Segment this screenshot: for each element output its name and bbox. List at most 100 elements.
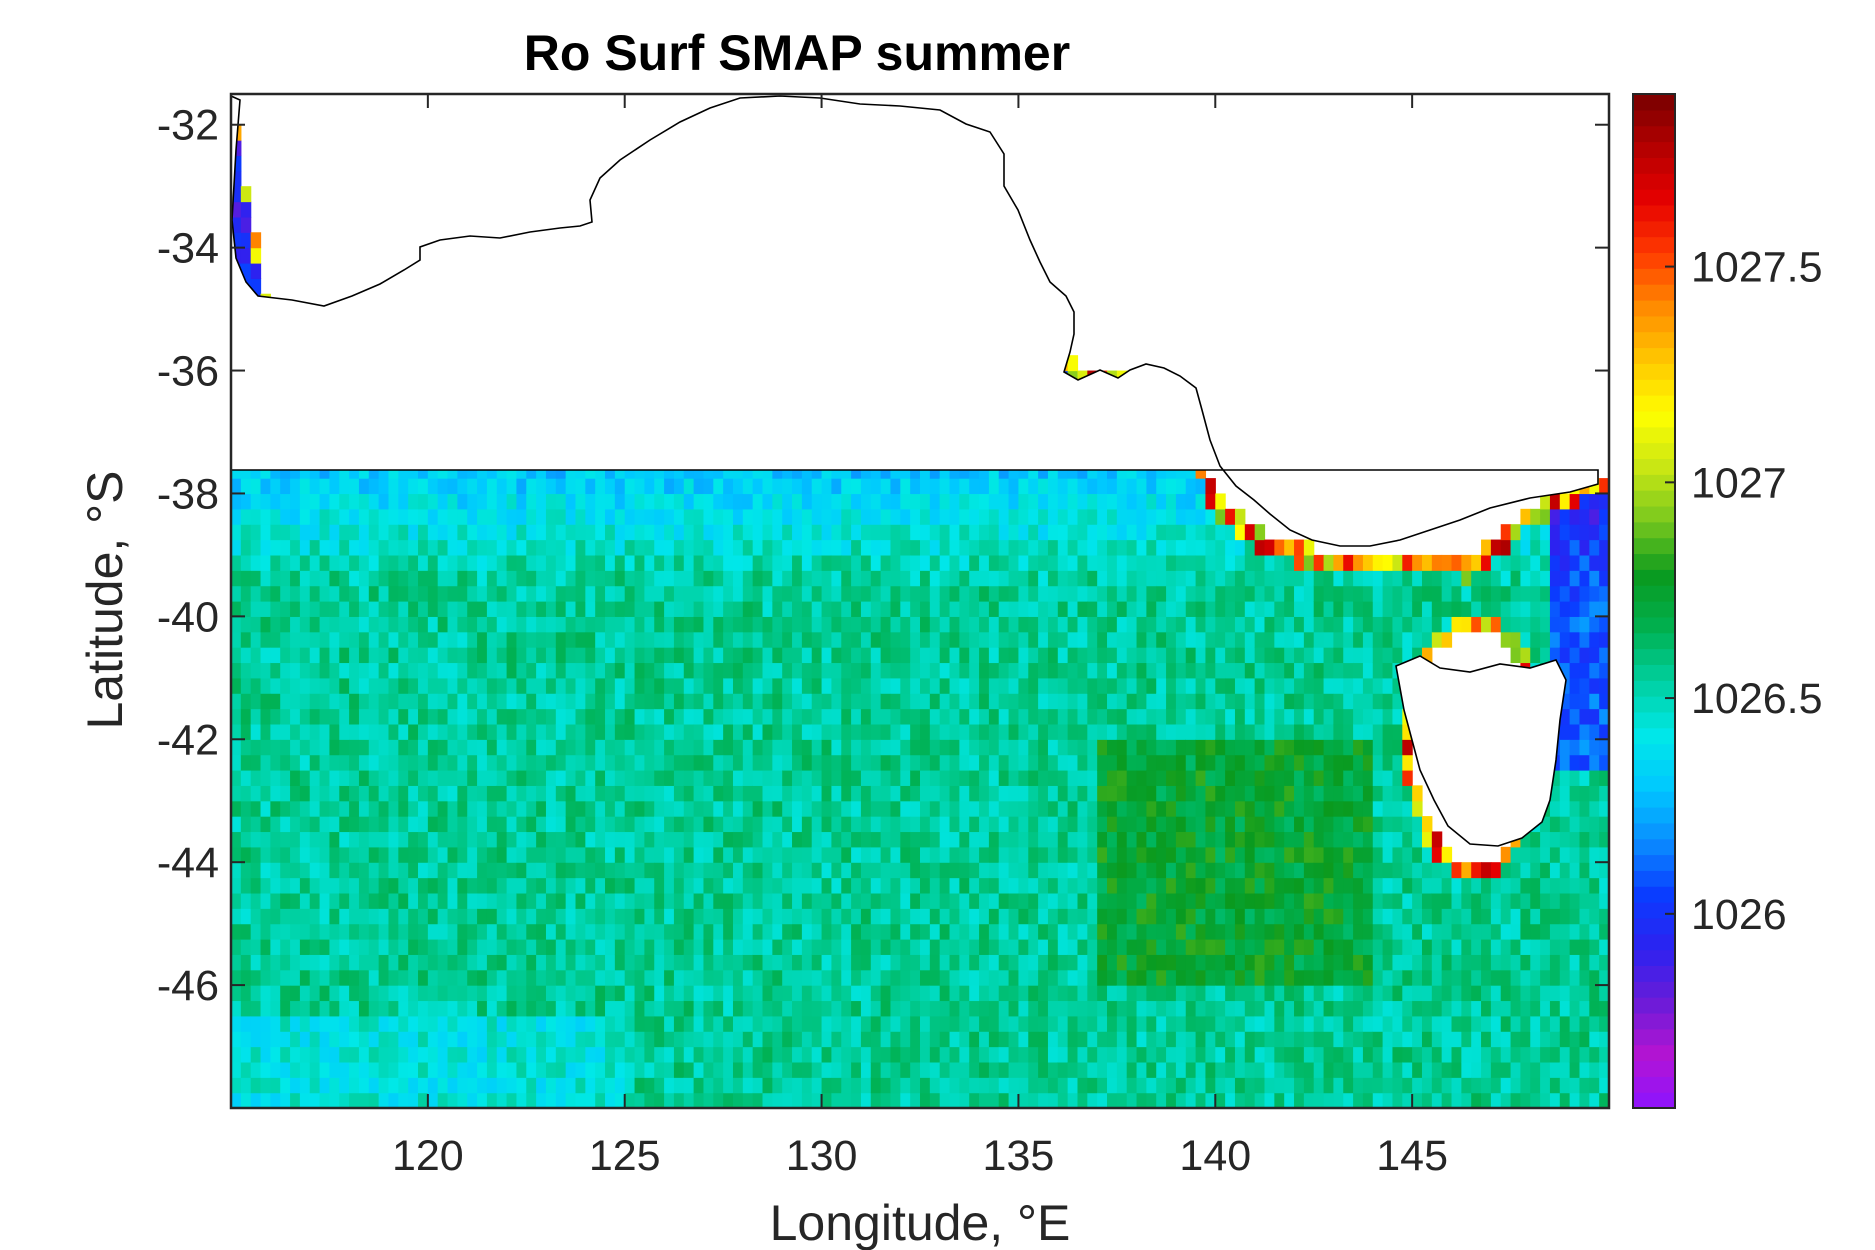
- heatmap-cell: [486, 1031, 498, 1048]
- heatmap-cell: [477, 508, 488, 525]
- heatmap-cell: [408, 1092, 419, 1109]
- heatmap-cell: [900, 677, 911, 694]
- heatmap-cell: [644, 508, 655, 525]
- heatmap-cell: [988, 1046, 1000, 1063]
- heatmap-cell: [250, 1061, 262, 1078]
- heatmap-cell: [1057, 708, 1069, 725]
- heatmap-cell: [595, 677, 606, 694]
- heatmap-cell: [880, 954, 892, 971]
- heatmap-cell: [1067, 1015, 1079, 1032]
- heatmap-cell: [516, 631, 527, 648]
- heatmap-cell: [585, 570, 596, 587]
- heatmap-cell: [605, 647, 616, 664]
- heatmap-cell: [349, 846, 360, 863]
- heatmap-cell: [772, 739, 783, 756]
- heatmap-cell: [290, 1061, 301, 1078]
- heatmap-cell: [939, 585, 951, 602]
- heatmap-cell: [860, 585, 872, 602]
- heatmap-cell: [536, 923, 547, 940]
- heatmap-cell: [811, 647, 823, 664]
- heatmap-cell: [742, 770, 754, 786]
- heatmap-cell: [1008, 985, 1020, 1002]
- heatmap-cell: [870, 862, 882, 879]
- heatmap-cell: [270, 969, 281, 986]
- heatmap-cell: [388, 846, 399, 863]
- heatmap-cell: [772, 493, 783, 510]
- heatmap-cell: [368, 754, 380, 771]
- heatmap-cell: [831, 585, 842, 602]
- heatmap-cell: [447, 954, 458, 971]
- heatmap-cell: [969, 969, 980, 986]
- heatmap-cell: [398, 585, 409, 602]
- heatmap-cell: [742, 585, 754, 602]
- heatmap-cell: [388, 831, 399, 848]
- heatmap-cell: [339, 1000, 350, 1017]
- heatmap-cell: [920, 723, 931, 740]
- heatmap-cell: [457, 800, 468, 817]
- heatmap-cell: [801, 1092, 813, 1109]
- heatmap-cell: [358, 554, 370, 571]
- heatmap-cell: [605, 478, 616, 495]
- heatmap-cell: [526, 723, 537, 740]
- heatmap-cell: [536, 478, 547, 495]
- heatmap-cell: [634, 554, 645, 571]
- heatmap-cell: [772, 969, 783, 986]
- heatmap-cell: [349, 662, 360, 679]
- heatmap-cell: [565, 754, 577, 771]
- heatmap-cell: [1087, 693, 1098, 710]
- heatmap-cell: [358, 524, 370, 541]
- heatmap-cell: [683, 877, 695, 894]
- heatmap-cell: [1028, 1077, 1039, 1094]
- heatmap-cell: [1008, 616, 1020, 633]
- heatmap-cell: [762, 877, 773, 894]
- heatmap-cell: [1038, 1015, 1049, 1032]
- heatmap-cell: [1047, 985, 1059, 1002]
- heatmap-cell: [358, 754, 370, 771]
- heatmap-cell: [860, 1046, 872, 1063]
- heatmap-cell: [270, 616, 281, 633]
- heatmap-cell: [339, 662, 350, 679]
- heatmap-cell: [713, 693, 724, 710]
- heatmap-cell: [1057, 723, 1069, 740]
- heatmap-cell: [447, 631, 458, 648]
- heatmap-cell: [870, 478, 882, 495]
- heatmap-cell: [457, 1061, 468, 1078]
- heatmap-cell: [545, 969, 557, 986]
- heatmap-cell: [250, 723, 262, 740]
- heatmap-cell: [555, 1031, 567, 1048]
- heatmap-cell: [693, 908, 705, 925]
- heatmap-cell: [231, 662, 242, 679]
- heatmap-cell: [398, 723, 409, 740]
- heatmap-cell: [565, 723, 577, 740]
- heatmap-cell: [920, 570, 931, 587]
- heatmap-cell: [388, 908, 399, 925]
- heatmap-cell: [526, 662, 537, 679]
- heatmap-cell: [398, 1031, 409, 1048]
- heatmap-cell: [920, 539, 931, 556]
- heatmap-cell: [742, 478, 754, 495]
- heatmap-cell: [664, 601, 675, 617]
- heatmap-cell: [782, 585, 793, 602]
- heatmap-cell: [280, 800, 291, 817]
- heatmap-cell: [988, 877, 1000, 894]
- heatmap-cell: [388, 723, 399, 740]
- heatmap-cell: [368, 708, 380, 725]
- heatmap-cell: [545, 954, 557, 971]
- heatmap-cell: [821, 939, 833, 955]
- heatmap-cell: [841, 647, 852, 664]
- heatmap-cell: [555, 554, 567, 571]
- heatmap-cell: [673, 862, 685, 879]
- heatmap-cell: [260, 939, 271, 955]
- heatmap-cell: [910, 1077, 921, 1094]
- heatmap-cell: [644, 954, 655, 971]
- heatmap-cell: [398, 616, 409, 633]
- heatmap-cell: [349, 1031, 360, 1048]
- heatmap-cell: [929, 554, 941, 571]
- heatmap-cell: [1067, 816, 1079, 833]
- heatmap-cell: [447, 1077, 458, 1094]
- heatmap-cell: [240, 816, 252, 833]
- heatmap-cell: [457, 923, 468, 940]
- heatmap-cell: [477, 908, 488, 925]
- heatmap-cell: [959, 723, 970, 740]
- heatmap-cell: [447, 831, 458, 848]
